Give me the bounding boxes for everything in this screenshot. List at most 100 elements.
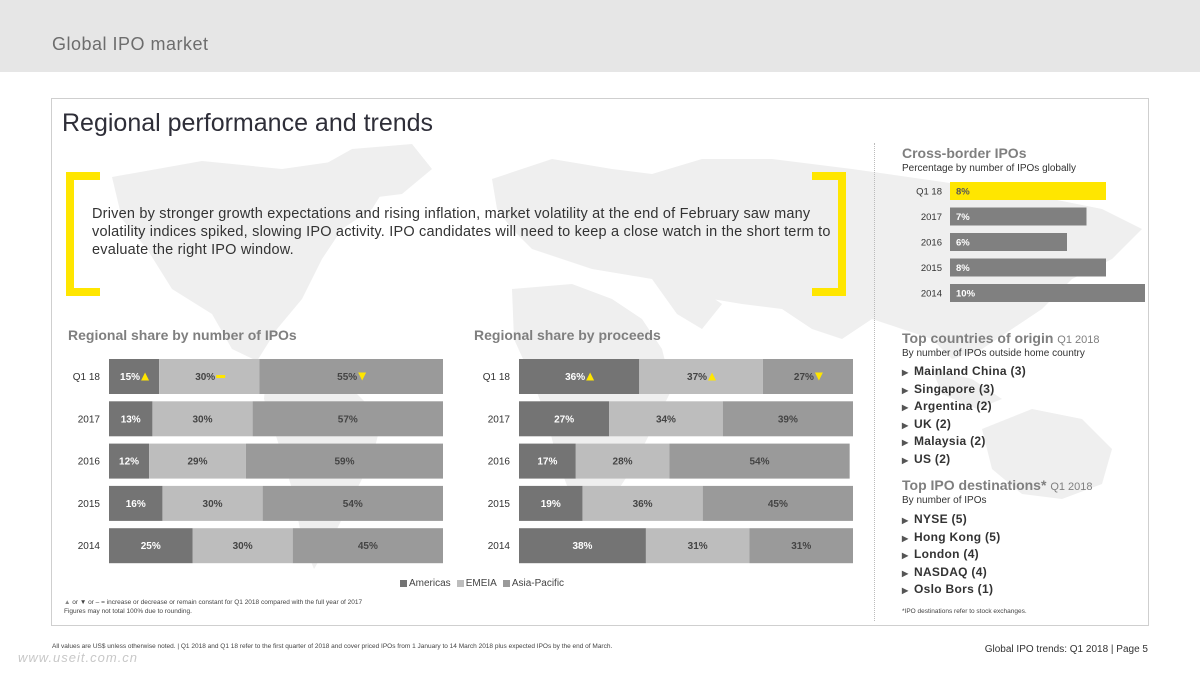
page-label: Global IPO trends: Q1 2018 | Page 5 <box>984 644 1148 655</box>
number-category-label: 2016 <box>78 457 101 468</box>
origin-list-item-label: Argentina (2) <box>914 399 992 414</box>
proceeds-bar-asia-pacific <box>702 485 853 521</box>
proceeds-value-label: 31% <box>688 541 708 552</box>
number-bar-asia-pacific <box>262 485 443 521</box>
top-destinations-subtitle: By number of IPOs <box>902 495 987 506</box>
bullet-triangle-icon: ▶ <box>902 368 909 377</box>
number-value-label: 29% <box>188 457 208 468</box>
legend-americas: Americas <box>400 578 451 589</box>
chart-title-proceeds: Regional share by proceeds <box>474 327 661 343</box>
crossborder-category-label: Q1 18 <box>916 187 942 198</box>
number-value-label: 16% <box>126 499 146 510</box>
crossborder-bar <box>950 207 1087 226</box>
bullet-triangle-icon: ▶ <box>902 385 909 395</box>
proceeds-value-label: 45% <box>768 499 788 510</box>
top-destinations-title: Top IPO destinations* Q1 2018 <box>902 477 1093 493</box>
number-bar-emeia <box>152 401 253 437</box>
crossborder-value-label: 8% <box>956 187 970 198</box>
bullet-triangle-icon: ▶ <box>902 455 909 465</box>
proceeds-bar-americas <box>519 401 610 437</box>
crossborder-category-label: 2014 <box>921 289 942 300</box>
crossborder-category-label: 2015 <box>921 263 942 274</box>
chart-share-by-number: Q1 18 15% 30% 55% 2017 13% 30% 57% 2016 12% 29% 59%… <box>73 359 443 564</box>
number-category-label: 2015 <box>78 499 101 510</box>
origin-list-item-label: Singapore (3) <box>914 381 995 396</box>
number-value-label: 57% <box>338 414 358 425</box>
indicator-note-text: or ▼ or – = increase or decrease or rema… <box>72 599 363 606</box>
rounding-note: Figures may not total 100% due to roundi… <box>64 608 192 615</box>
number-value-label: 59% <box>334 457 354 468</box>
proceeds-bar-americas <box>519 528 646 564</box>
proceeds-value-label: 54% <box>749 457 769 468</box>
proceeds-value-label: 39% <box>778 414 798 425</box>
destination-list-item: ▶ NASDAQ (4) <box>902 564 1001 582</box>
proceeds-bar-emeia <box>639 359 763 394</box>
proceeds-category-label: Q1 18 <box>483 372 511 383</box>
proceeds-bar-emeia <box>582 485 703 521</box>
chart-legend: Americas EMEIA Asia-Pacific <box>400 578 564 589</box>
origin-list-item: ▶ UK (2) <box>902 416 1026 434</box>
number-bar-emeia <box>159 359 260 394</box>
proceeds-value-label: 36% <box>565 372 585 383</box>
number-bar-americas <box>109 485 163 521</box>
content-panel: Regional performance and trends Driven b… <box>51 98 1149 626</box>
destination-list-item-label: NASDAQ (4) <box>914 564 988 579</box>
proceeds-bar-emeia <box>609 401 723 437</box>
crossborder-value-label: 6% <box>956 238 970 249</box>
number-value-label: 25% <box>141 541 161 552</box>
ipo-destinations-note: *IPO destinations refer to stock exchang… <box>902 608 1027 615</box>
number-value-label: 30% <box>203 499 223 510</box>
bullet-triangle-icon: ▶ <box>902 586 909 596</box>
number-bar-americas <box>109 528 193 564</box>
crossborder-bar <box>950 233 1067 251</box>
proceeds-value-label: 27% <box>554 414 574 425</box>
number-value-label: 30% <box>233 541 253 552</box>
bullet-triangle-icon: ▶ <box>902 568 909 578</box>
crossborder-category-label: 2017 <box>921 212 942 223</box>
top-origin-list: ▶ Mainland China (3) ▶ Singapore (3) ▶ Argent… <box>902 363 1026 469</box>
destination-list-item-label: NYSE (5) <box>914 512 968 526</box>
destination-list-item: ▶ Oslo Bors (1) <box>902 581 1001 599</box>
proceeds-category-label: 2016 <box>488 457 511 468</box>
origin-list-item: ▶ Singapore (3) <box>902 381 1026 399</box>
flat-dash-icon <box>216 375 226 378</box>
bullet-triangle-icon: ▶ <box>902 420 909 430</box>
column-divider <box>874 143 875 621</box>
origin-list-item-label: US (2) <box>914 451 951 466</box>
origin-list-item-label: UK (2) <box>914 416 952 431</box>
down-triangle-icon <box>358 372 367 381</box>
number-bar-asia-pacific <box>292 528 443 564</box>
up-triangle-icon <box>141 372 150 381</box>
destination-list-item: ▶ NYSE (5) <box>902 511 1001 529</box>
number-value-label: 12% <box>119 457 139 468</box>
proceeds-value-label: 28% <box>613 457 633 468</box>
number-value-label: 30% <box>193 414 213 425</box>
top-origin-subtitle: By number of IPOs outside home country <box>902 348 1085 359</box>
chart-title-number: Regional share by number of IPOs <box>68 327 297 343</box>
footer-note: All values are US$ unless otherwise note… <box>52 643 613 650</box>
legend-emeia-label: EMEIA <box>465 578 497 589</box>
proceeds-bar-asia-pacific <box>749 528 853 564</box>
crossborder-category-label: 2016 <box>921 238 942 249</box>
proceeds-bar-emeia <box>575 443 670 479</box>
crossborder-value-label: 10% <box>956 289 976 300</box>
proceeds-value-label: 31% <box>791 541 811 552</box>
down-triangle-icon <box>814 372 823 381</box>
quote-bracket-left <box>66 172 100 296</box>
proceeds-value-label: 36% <box>633 499 653 510</box>
origin-list-item: ▶ Malaysia (2) <box>902 433 1026 451</box>
quote-text: Driven by stronger growth expectations a… <box>92 206 831 258</box>
legend-asia-pacific-label: Asia-Pacific <box>511 578 565 589</box>
destination-list-item-label: London (4) <box>914 547 979 562</box>
chart-share-by-proceeds: Q1 18 36% 37% 27% 2017 27% 34% 39% 2016 17% 28% 54%… <box>483 359 853 564</box>
number-category-label: Q1 18 <box>73 372 101 383</box>
proceeds-value-label: 17% <box>537 457 557 468</box>
chart-cross-border: Q1 18 8% 2017 7% 2016 6% 2015 8% 2014 10% <box>916 182 1145 302</box>
top-destinations-title-text: Top IPO destinations* <box>902 477 1047 493</box>
proceeds-category-label: 2017 <box>488 414 511 425</box>
header-bar: Global IPO market <box>0 0 1200 72</box>
proceeds-bar-emeia <box>645 528 750 564</box>
cross-border-subtitle: Percentage by number of IPOs globally <box>902 163 1076 174</box>
number-value-label: 54% <box>343 499 363 510</box>
top-origin-title-text: Top countries of origin <box>902 330 1054 346</box>
